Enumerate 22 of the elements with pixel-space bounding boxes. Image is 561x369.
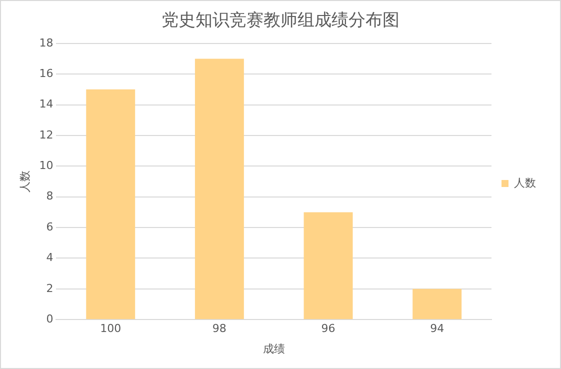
y-tick-label: 6 — [46, 220, 54, 234]
y-tick-label: 4 — [46, 251, 54, 264]
y-tick-label: 0 — [46, 312, 54, 326]
x-tick-label: 100 — [100, 322, 122, 336]
bar — [412, 288, 462, 320]
y-tick-label: 2 — [46, 282, 54, 295]
x-tick-label: 94 — [430, 322, 444, 336]
bar — [304, 212, 353, 320]
legend-label: 人数 — [514, 176, 536, 190]
y-tick-label: 16 — [39, 66, 54, 80]
y-tick-label: 14 — [39, 98, 54, 111]
x-tick-label: 96 — [321, 322, 336, 336]
y-tick-label: 12 — [39, 128, 54, 142]
x-tick-label: 98 — [212, 322, 226, 336]
y-tick-label: 10 — [39, 159, 54, 172]
y-tick-label: 18 — [39, 36, 54, 50]
bar — [86, 89, 136, 320]
bar — [194, 58, 244, 320]
y-axis-title: 人数 — [18, 170, 32, 192]
chart-title: 党史知识竞赛教师组成绩分布图 — [162, 10, 400, 31]
x-axis-title: 成绩 — [262, 342, 285, 356]
y-tick-label: 8 — [46, 190, 54, 203]
